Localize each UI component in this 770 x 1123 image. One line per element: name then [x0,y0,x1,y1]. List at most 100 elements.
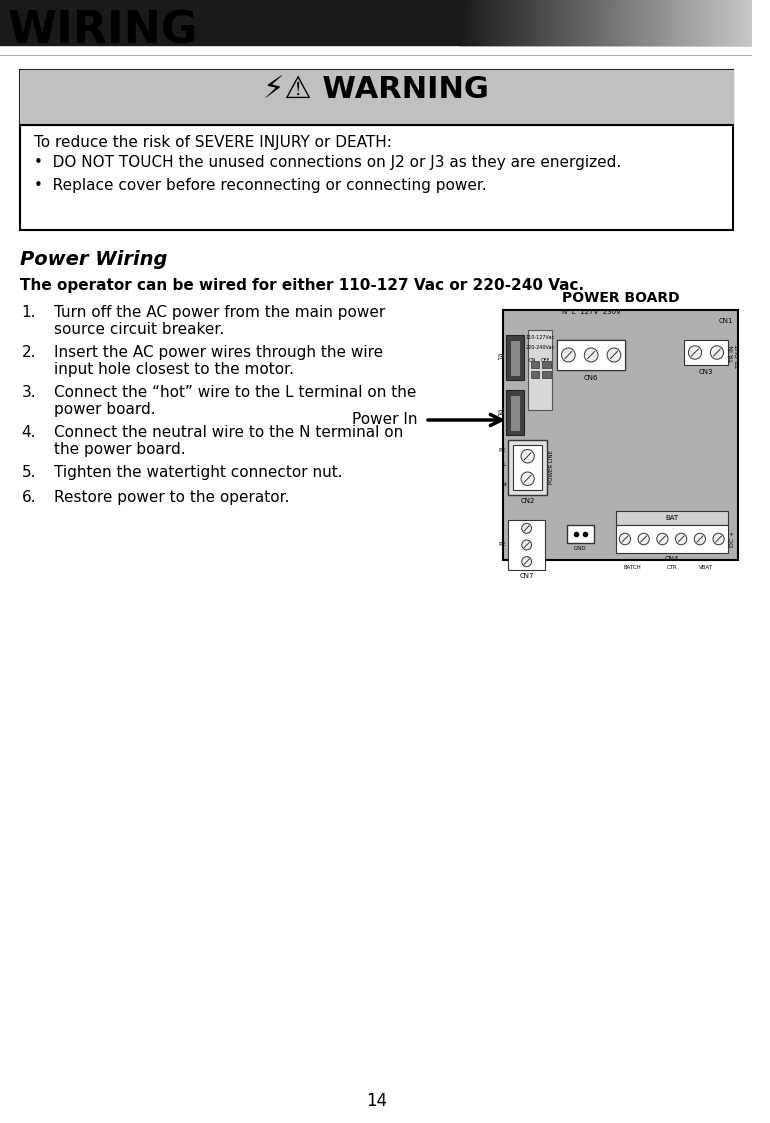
Bar [465,0,466,45]
Bar [742,0,744,45]
Bar [638,0,639,45]
Bar [651,0,653,45]
Bar [507,0,508,45]
Circle shape [522,523,531,533]
Bar [661,0,662,45]
Bar [541,0,542,45]
Bar [585,0,586,45]
Bar [469,0,470,45]
Bar [596,0,597,45]
Bar [555,0,556,45]
Bar [629,0,630,45]
Bar [746,0,748,45]
Bar [539,0,541,45]
Bar [546,0,547,45]
Bar [484,0,486,45]
Bar [506,390,524,435]
Bar [626,0,628,45]
Bar [483,0,484,45]
Bar [511,0,512,45]
Bar [588,0,589,45]
Text: Connect the “hot” wire to the L terminal on the
power board.: Connect the “hot” wire to the L terminal… [54,385,416,418]
Bar [474,0,475,45]
Bar [621,0,622,45]
Bar [549,0,550,45]
Bar [673,0,675,45]
Bar [512,0,513,45]
Bar [749,0,751,45]
Text: J2: J2 [498,410,504,416]
Bar [594,0,595,45]
Text: CN7: CN7 [520,573,534,579]
Bar [634,0,635,45]
Bar [556,0,557,45]
Bar [509,0,510,45]
Bar [740,0,741,45]
Bar [669,0,671,45]
Bar [630,0,631,45]
Bar [632,0,633,45]
Bar [717,0,718,45]
Text: Turn off the AC power from the main power
source circuit breaker.: Turn off the AC power from the main powe… [54,305,385,337]
Circle shape [584,348,598,362]
Bar [601,0,602,45]
Text: ON: ON [529,358,536,363]
Text: Insert the AC power wires through the wire
input hole closest to the motor.: Insert the AC power wires through the wi… [54,345,383,377]
Circle shape [711,346,724,359]
Text: CN2: CN2 [521,497,535,504]
Bar [624,0,625,45]
Bar [745,0,746,45]
Text: TR OUT: TR OUT [736,345,741,368]
Bar [716,0,717,45]
Bar [510,394,521,430]
Bar [513,0,514,45]
Bar [737,0,738,45]
Bar [697,0,698,45]
Text: WIRING: WIRING [8,10,198,53]
Bar [694,0,695,45]
Bar [537,0,538,45]
Bar [662,0,664,45]
Bar [521,0,522,45]
Bar [679,0,680,45]
Bar [675,0,676,45]
Bar [527,330,552,410]
Text: The operator can be wired for either 110-127 Vac or 220-240 Vac.: The operator can be wired for either 110… [19,279,584,293]
Bar [727,0,728,45]
Text: POWER BOARD: POWER BOARD [561,291,679,305]
Bar [462,0,463,45]
Text: 3.: 3. [22,385,36,400]
Bar [644,0,645,45]
Bar [552,0,553,45]
Bar [560,0,561,45]
Text: N: N [501,483,506,487]
Bar [748,0,749,45]
Circle shape [521,449,534,463]
Bar [680,0,681,45]
Bar [718,0,719,45]
Bar [690,0,691,45]
Bar [603,0,604,45]
Bar [553,0,554,45]
Bar [506,0,507,45]
Bar [520,0,521,45]
Bar [729,0,730,45]
Circle shape [619,533,631,545]
Bar [567,524,594,544]
Bar [559,0,560,45]
Bar [684,0,685,45]
Bar [498,0,499,45]
Bar [505,0,506,45]
Bar [515,0,516,45]
Bar [712,0,713,45]
Bar [524,0,526,45]
Text: Tighten the watertight connector nut.: Tighten the watertight connector nut. [54,465,343,480]
Bar [693,0,694,45]
Bar [733,0,734,45]
Bar [653,0,654,45]
Bar [517,0,518,45]
Bar [542,360,551,368]
Circle shape [675,533,687,545]
Bar [482,0,483,45]
Bar [725,0,726,45]
